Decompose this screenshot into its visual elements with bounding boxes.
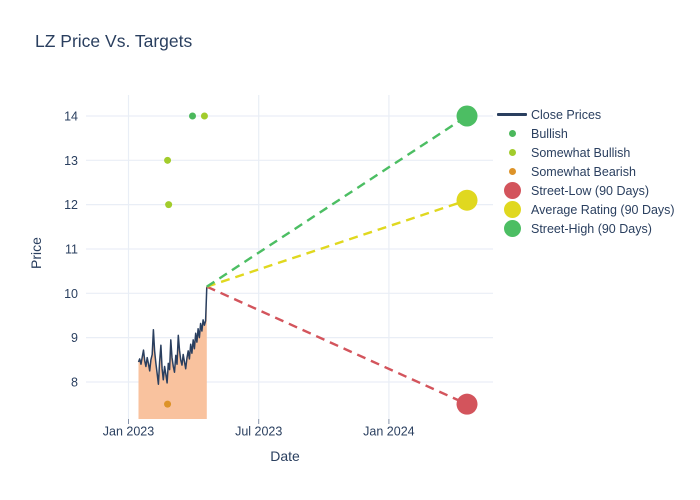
legend-label-street-high: Street-High (90 Days) bbox=[531, 221, 652, 236]
svg-text:13: 13 bbox=[64, 154, 78, 168]
legend-item-street-high[interactable]: Street-High (90 Days) bbox=[495, 219, 675, 238]
bullish-dot-icon bbox=[495, 130, 529, 137]
legend-item-average-rating[interactable]: Average Rating (90 Days) bbox=[495, 200, 675, 219]
legend-label-somewhat-bullish: Somewhat Bullish bbox=[531, 145, 631, 160]
close-prices-line-marker bbox=[495, 113, 529, 116]
svg-text:10: 10 bbox=[64, 287, 78, 301]
y-axis-title: Price bbox=[28, 237, 44, 269]
average-rating-dot-icon bbox=[495, 201, 529, 218]
svg-text:Jan 2023: Jan 2023 bbox=[103, 425, 154, 439]
x-axis-title: Date bbox=[270, 448, 300, 464]
svg-text:9: 9 bbox=[71, 331, 78, 345]
legend-item-somewhat-bullish[interactable]: Somewhat Bullish bbox=[495, 143, 675, 162]
svg-text:14: 14 bbox=[64, 110, 78, 124]
svg-text:Jan 2024: Jan 2024 bbox=[363, 425, 414, 439]
legend-label-street-low: Street-Low (90 Days) bbox=[531, 183, 650, 198]
street-low-dot-icon bbox=[495, 182, 529, 199]
legend-label-bullish: Bullish bbox=[531, 126, 568, 141]
legend-label-somewhat-bearish: Somewhat Bearish bbox=[531, 164, 636, 179]
legend-item-close-prices[interactable]: Close Prices bbox=[495, 105, 675, 124]
somewhat-bearish-dot-icon bbox=[495, 168, 529, 175]
svg-text:8: 8 bbox=[71, 375, 78, 389]
legend: Close Prices Bullish Somewhat Bullish So… bbox=[495, 105, 675, 238]
svg-text:11: 11 bbox=[65, 242, 78, 256]
legend-label-close-prices: Close Prices bbox=[531, 107, 602, 122]
somewhat-bullish-dot-icon bbox=[495, 149, 529, 156]
svg-text:Jul 2023: Jul 2023 bbox=[235, 425, 282, 439]
svg-text:12: 12 bbox=[64, 198, 78, 212]
legend-item-bullish[interactable]: Bullish bbox=[495, 124, 675, 143]
street-high-dot-icon bbox=[495, 220, 529, 237]
legend-label-average-rating: Average Rating (90 Days) bbox=[531, 202, 675, 217]
legend-item-street-low[interactable]: Street-Low (90 Days) bbox=[495, 181, 675, 200]
chart-title: LZ Price Vs. Targets bbox=[35, 31, 193, 51]
legend-item-somewhat-bearish[interactable]: Somewhat Bearish bbox=[495, 162, 675, 181]
